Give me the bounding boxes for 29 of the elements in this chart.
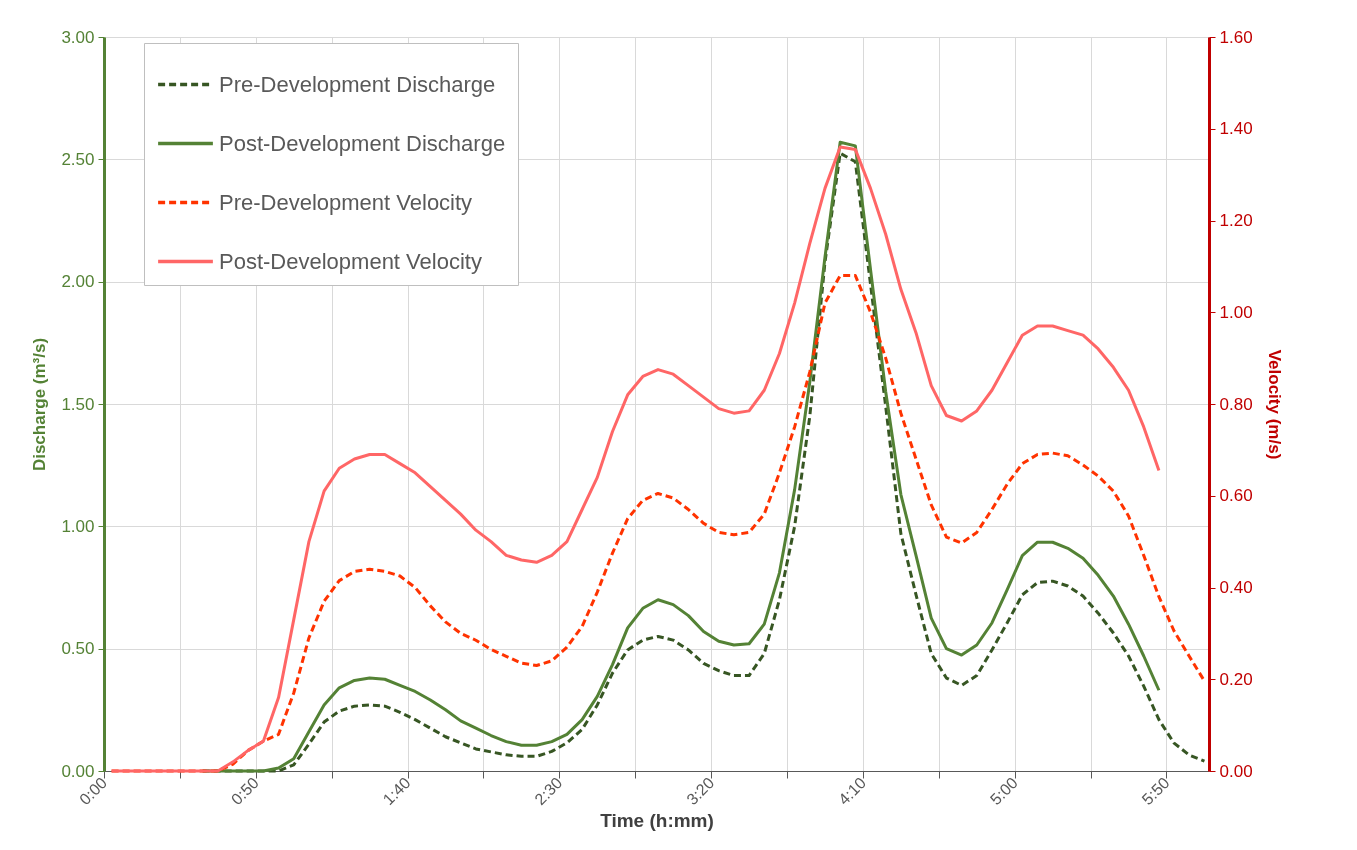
y2-tick-label: 0.00 [1219, 761, 1253, 781]
y-tick-label: 3.00 [61, 27, 95, 47]
x-tick-label: 0:50 [227, 774, 263, 809]
legend-label: Pre-Development Discharge [219, 71, 496, 97]
y-tick-label: 2.50 [61, 149, 95, 169]
y2-tick-label: 0.20 [1219, 669, 1253, 689]
legend-label: Pre-Development Velocity [219, 189, 473, 215]
x-tick-label: 1:40 [379, 774, 414, 809]
y2-tick-label: 1.20 [1219, 211, 1253, 230]
y-tick-label: 0.50 [61, 639, 95, 659]
x-tick-label: 4:10 [835, 774, 870, 809]
legend-label: Post-Development Velocity [219, 248, 482, 274]
y-tick-label: 0.00 [61, 761, 95, 781]
y2-tick-label: 0.60 [1219, 486, 1253, 506]
legend-label: Post-Development Discharge [219, 130, 506, 156]
y2-tick-label: 1.00 [1219, 302, 1253, 322]
x-tick-label: 5:00 [986, 774, 1021, 809]
y-axis-title: Discharge (m³/s) [30, 337, 50, 472]
y2-axis-title: Velocity (m/s) [1264, 349, 1284, 460]
y-tick-label: 1.00 [61, 516, 95, 536]
y2-tick-label: 0.40 [1219, 578, 1253, 597]
y2-tick-label: 1.40 [1219, 119, 1253, 139]
y-tick-label: 2.00 [61, 272, 95, 292]
x-axis-title: Time (h:mm) [600, 810, 714, 832]
y2-tick-label: 1.60 [1219, 27, 1253, 47]
x-tick-label: 3:20 [683, 774, 718, 809]
x-tick-label: 5:50 [1138, 774, 1173, 809]
y-tick-label: 1.50 [61, 394, 95, 414]
y2-tick-label: 0.80 [1219, 394, 1253, 414]
